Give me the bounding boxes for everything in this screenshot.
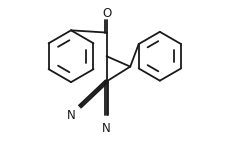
Text: N: N	[102, 122, 111, 135]
Text: N: N	[67, 109, 75, 122]
Text: O: O	[102, 7, 111, 20]
